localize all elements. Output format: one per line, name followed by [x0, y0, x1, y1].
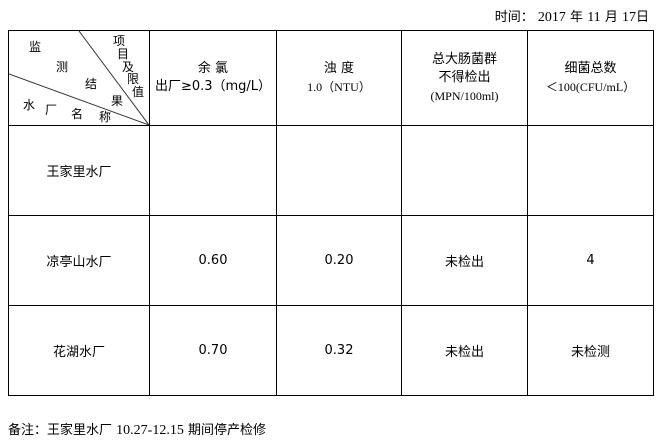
column-header-bacteria: 细菌总数 ＜100(CFU/mL）: [527, 30, 654, 126]
header-text: 浊 度: [323, 61, 355, 76]
header-text: 细菌总数: [564, 61, 617, 76]
corner-text: 名: [71, 107, 84, 121]
value-cell: [149, 125, 277, 216]
value-cell: 0.20: [276, 215, 402, 306]
corner-text: 限: [127, 72, 140, 86]
date-day: 17: [621, 10, 636, 25]
header-text: 1.0（NTU）: [307, 80, 371, 94]
note-text: 王家里水厂: [47, 423, 113, 438]
corner-text: 厂: [45, 103, 58, 117]
corner-text: 及: [122, 60, 135, 74]
corner-text: 监: [29, 40, 42, 54]
corner-text: 果: [111, 94, 124, 108]
value-cell: 0.32: [276, 305, 402, 396]
value-cell: [276, 125, 402, 216]
corner-text: 水: [23, 98, 36, 112]
note-text: 期间停产检修: [187, 423, 266, 438]
value-cell: 0.60: [149, 215, 277, 306]
diagonal-lines: [9, 31, 149, 125]
column-header-turbidity: 浊 度 1.0（NTU）: [276, 30, 402, 126]
header-text: 总大肠菌群: [431, 52, 497, 67]
table-row: 花湖水厂 0.70 0.32 未检出 未检测: [8, 305, 654, 396]
note-date-range: 10.27-12.15: [116, 423, 184, 438]
corner-text: 值: [132, 85, 145, 99]
header-text: (MPN/100ml): [430, 89, 499, 103]
corner-text: 称: [99, 110, 112, 124]
date-month: 11: [587, 10, 601, 25]
corner-text: 目: [117, 47, 130, 61]
plant-name: 王家里水厂: [8, 125, 150, 216]
date-label: 时间：: [494, 10, 534, 25]
value-cell: 0.70: [149, 305, 277, 396]
table-row: 凉亭山水厂 0.60 0.20 未检出 4: [8, 215, 654, 306]
table-row: 王家里水厂: [8, 125, 654, 216]
date-month-unit: 月: [604, 10, 618, 25]
header-text: 余 氯: [197, 61, 229, 76]
header-text: 出厂≥0.3（mg/L）: [154, 79, 272, 94]
column-header-chlorine: 余 氯 出厂≥0.3（mg/L）: [149, 30, 277, 126]
date-day-unit: 日: [635, 10, 649, 25]
water-quality-table: 监 测 结 果 项 目 及 限 值 水 厂 名 称 余 氯 出厂≥0.3（mg/…: [8, 30, 654, 396]
value-cell: 4: [527, 215, 654, 306]
note-label: 备注：: [8, 423, 48, 438]
corner-text: 测: [56, 60, 69, 74]
header-text: 不得检出: [438, 70, 491, 85]
report-date: 时间： 2017 年 11 月 17日: [495, 6, 649, 26]
value-cell: 未检出: [401, 215, 528, 306]
column-header-coliform: 总大肠菌群 不得检出 (MPN/100ml): [401, 30, 528, 126]
value-cell: [527, 125, 654, 216]
corner-text: 项: [113, 34, 126, 48]
corner-text: 结: [85, 77, 98, 91]
date-year: 2017: [537, 10, 566, 25]
date-year-unit: 年: [570, 10, 584, 25]
value-cell: 未检出: [401, 305, 528, 396]
header-row: 监 测 结 果 项 目 及 限 值 水 厂 名 称 余 氯 出厂≥0.3（mg/…: [8, 30, 654, 126]
value-cell: 未检测: [527, 305, 654, 396]
plant-name: 花湖水厂: [8, 305, 150, 396]
value-cell: [401, 125, 528, 216]
plant-name: 凉亭山水厂: [8, 215, 150, 306]
footnote: 备注：王家里水厂 10.27-12.15 期间停产检修: [8, 419, 266, 439]
header-text: ＜100(CFU/mL）: [545, 80, 636, 94]
corner-header-cell: 监 测 结 果 项 目 及 限 值 水 厂 名 称: [8, 30, 150, 126]
